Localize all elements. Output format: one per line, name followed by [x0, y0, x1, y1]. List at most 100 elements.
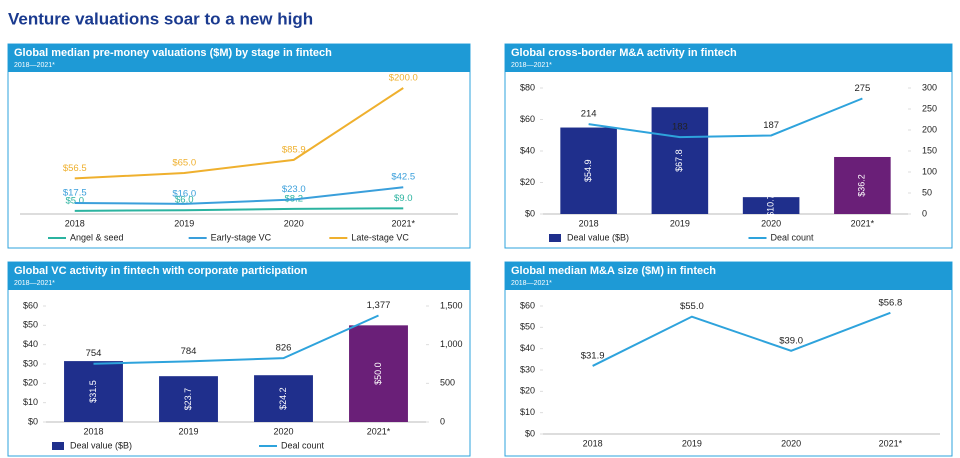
data-label: $23.0 [282, 184, 306, 195]
x-tick-label: 2018 [579, 218, 599, 228]
x-tick-label: 2019 [178, 426, 198, 436]
y-tick-label: 250 [922, 103, 937, 113]
y-tick-label: $20 [520, 386, 535, 396]
y-tick-label: 0 [440, 416, 445, 426]
bar [742, 197, 800, 214]
y-tick-label: 500 [440, 378, 455, 388]
legend-label: Angel & seed [70, 232, 124, 242]
x-tick-label: 2020 [284, 218, 304, 228]
data-label: 784 [181, 346, 197, 357]
data-label: $5.0 [66, 195, 85, 206]
data-label: 183 [672, 122, 688, 133]
panel-header [8, 44, 470, 72]
x-tick-label: 2019 [670, 218, 690, 228]
line [74, 207, 404, 212]
data-label: 826 [276, 343, 292, 354]
y-tick-label: 1,500 [440, 300, 463, 310]
bar [64, 361, 123, 422]
x-tick-label: 2021* [879, 438, 903, 448]
panel-subtitle: 2018—2021* [511, 280, 552, 287]
x-tick-label: 2021* [391, 218, 415, 228]
y-tick-label: 150 [922, 145, 937, 155]
y-tick-label: $40 [23, 339, 38, 349]
x-tick-label: 2018 [583, 438, 603, 448]
line [74, 87, 404, 180]
data-label: $31.9 [581, 350, 605, 361]
data-label: $17.5 [63, 187, 87, 198]
panel-border [504, 261, 953, 457]
x-tick-label: 2019 [174, 218, 194, 228]
data-label: $85.9 [282, 144, 306, 155]
panel-title: Global median M&A size ($M) in fintech [511, 265, 716, 277]
data-label: $16.0 [172, 188, 196, 199]
y-tick-label: $20 [23, 378, 38, 388]
panel-header [505, 44, 952, 72]
legend-label: Deal count [771, 232, 815, 242]
line [592, 311, 891, 367]
y-tick-label: $60 [23, 300, 38, 310]
bar [834, 156, 891, 214]
y-tick-label: $40 [520, 343, 535, 353]
data-label: $39.0 [779, 335, 803, 346]
panel-subtitle: 2018—2021* [511, 62, 552, 69]
legend-label: Deal value ($B) [70, 440, 132, 450]
bar [651, 107, 709, 214]
y-tick-label: $80 [520, 82, 535, 92]
y-tick-label: 300 [922, 82, 937, 92]
panel-title: Global VC activity in fintech with corpo… [14, 265, 308, 277]
y-tick-label: 0 [922, 208, 927, 218]
legend-label: Late-stage VC [351, 232, 409, 242]
data-label: $42.5 [391, 172, 415, 183]
data-label: $56.8 [878, 297, 902, 308]
bar-label: $54.9 [583, 160, 593, 183]
panel-subtitle: 2018—2021* [14, 62, 55, 69]
data-label: $6.0 [175, 195, 194, 206]
panel-header [8, 262, 470, 290]
bar [349, 325, 408, 422]
panel-subtitle: 2018—2021* [14, 280, 55, 287]
legend-label: Deal count [281, 440, 325, 450]
y-tick-label: $0 [28, 416, 38, 426]
bar-label: $23.7 [183, 388, 193, 411]
y-tick-label: $50 [520, 322, 535, 332]
bar-label: $50.0 [373, 362, 383, 385]
y-tick-label: $60 [520, 114, 535, 124]
y-tick-label: $0 [525, 428, 535, 438]
bar [560, 127, 617, 214]
bar-label: $67.8 [674, 149, 684, 172]
data-label: 275 [854, 83, 870, 94]
y-tick-label: 200 [922, 124, 937, 134]
x-tick-label: 2018 [83, 426, 103, 436]
y-tick-label: $0 [525, 208, 535, 218]
data-label: $200.0 [389, 73, 418, 84]
data-label: $56.5 [63, 163, 87, 174]
bar-label: $36.2 [857, 174, 867, 197]
y-tick-label: 50 [922, 187, 932, 197]
bar-label: $10.7 [766, 194, 776, 217]
x-tick-label: 2021* [851, 218, 875, 228]
bar-label: $31.5 [88, 380, 98, 403]
data-label: 187 [763, 120, 779, 131]
bar-label: $24.2 [278, 387, 288, 410]
data-label: 1,377 [367, 300, 391, 311]
line [588, 97, 863, 139]
legend-label: Deal value ($B) [567, 232, 629, 242]
y-tick-label: 100 [922, 166, 937, 176]
x-tick-label: 2018 [65, 218, 85, 228]
y-tick-label: $50 [23, 320, 38, 330]
y-tick-label: 1,000 [440, 339, 463, 349]
panel-header [505, 262, 952, 290]
panel-title: Global cross-border M&A activity in fint… [511, 47, 737, 59]
y-tick-label: $30 [520, 364, 535, 374]
y-tick-label: $40 [520, 145, 535, 155]
x-tick-label: 2020 [761, 218, 781, 228]
data-label: $55.0 [680, 301, 704, 312]
line [93, 314, 379, 365]
page-title: Venture valuations soar to a new high [8, 9, 313, 28]
bar [159, 376, 218, 422]
data-label: $9.0 [394, 193, 413, 204]
legend-label: Early-stage VC [211, 232, 272, 242]
bar [254, 375, 313, 422]
y-tick-label: $30 [23, 358, 38, 368]
